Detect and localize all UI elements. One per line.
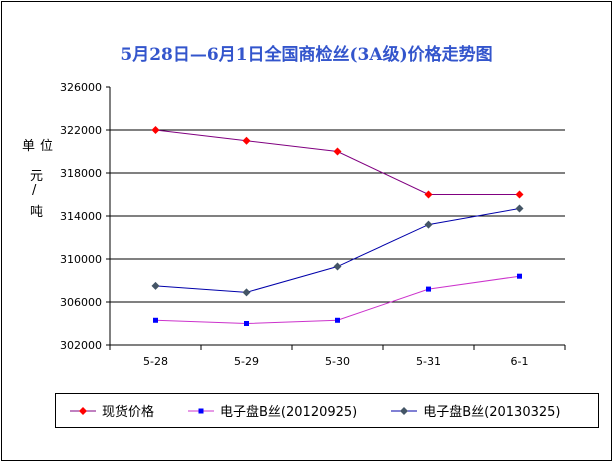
series-line-1	[155, 129, 520, 195]
data-point	[515, 204, 524, 213]
x-tick-label: 5-30	[325, 355, 350, 368]
y-tick-label: 326000	[60, 81, 102, 94]
legend-label: 电子盘B丝(20120925)	[220, 405, 358, 420]
y-tick-label: 306000	[60, 296, 102, 309]
x-tick-label: 5-31	[416, 355, 441, 368]
y-tick-label: 302000	[60, 339, 102, 352]
y-axis-label-3: 元	[30, 169, 44, 184]
data-point	[424, 190, 433, 199]
y-axis-label-4: /	[32, 183, 37, 198]
y-axis-label-1: 单	[22, 139, 36, 154]
y-tick-label: 322000	[60, 124, 102, 137]
legend-swatch	[188, 408, 215, 413]
data-point	[515, 190, 524, 199]
data-point	[517, 273, 522, 279]
x-tick-label: 6-1	[511, 355, 529, 368]
series-line-2	[155, 275, 520, 325]
chart-title: 5月28日—6月1日全国商检丝(3A级)价格走势图	[120, 45, 493, 65]
legend-item-3: 电子盘B丝(20130325)	[391, 401, 560, 420]
legend-label: 现货价格	[102, 405, 155, 420]
data-point	[333, 262, 342, 271]
data-point	[151, 281, 160, 290]
data-point	[333, 147, 342, 156]
legend-swatch	[70, 406, 96, 415]
y-tick-label: 310000	[60, 253, 102, 266]
data-point	[242, 136, 251, 145]
y-axis-label-2: 位	[40, 139, 54, 154]
data-point	[242, 288, 251, 297]
y-tick-label: 318000	[60, 167, 102, 180]
data-point	[244, 321, 249, 326]
data-point	[335, 317, 340, 323]
x-tick-label: 5-28	[143, 355, 168, 368]
legend-item-1: 现货价格	[70, 401, 154, 420]
data-point	[151, 126, 160, 134]
x-tick-label: 5-29	[234, 355, 259, 368]
series-line-3	[155, 207, 520, 293]
data-point	[426, 286, 431, 292]
legend-item-2: 电子盘B丝(20120925)	[188, 401, 357, 420]
data-point	[424, 220, 433, 229]
legend-label: 电子盘B丝(20130325)	[423, 405, 561, 420]
legend: 现货价格 电子盘B丝(20120925) 电子盘B丝(20130325)	[55, 393, 599, 428]
data-point	[153, 317, 158, 323]
legend-swatch	[391, 406, 418, 415]
y-tick-label: 314000	[60, 210, 102, 223]
y-axis-label-5: 吨	[30, 205, 44, 220]
